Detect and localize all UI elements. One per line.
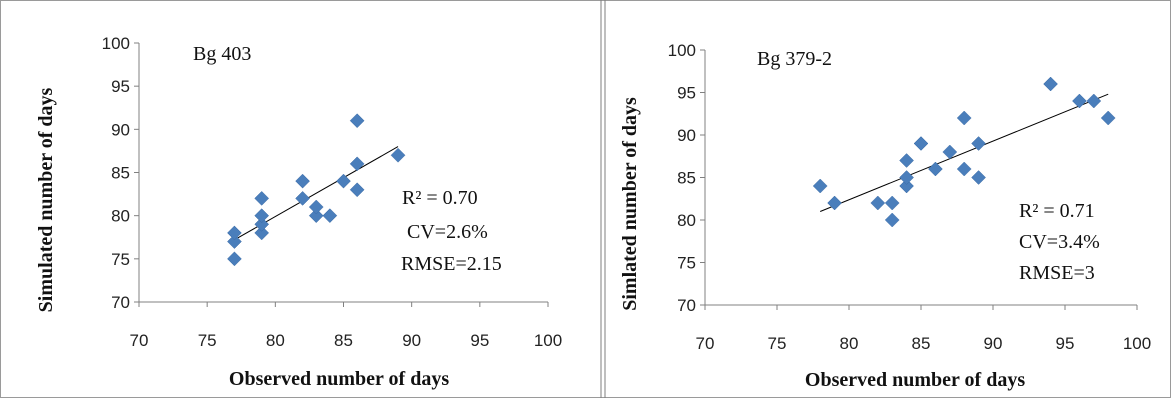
rmse-label: RMSE=3 bbox=[1019, 262, 1095, 284]
x-tick-label: 85 bbox=[912, 334, 931, 353]
data-point bbox=[971, 170, 986, 185]
x-tick-label: 95 bbox=[1056, 334, 1075, 353]
y-tick-label: 90 bbox=[111, 120, 130, 139]
data-point bbox=[295, 173, 310, 189]
data-point bbox=[870, 195, 886, 211]
data-point bbox=[827, 195, 842, 211]
data-point bbox=[349, 156, 365, 172]
stats-annotation: R² = 0.70 CV=2.6% RMSE=2.15 bbox=[401, 187, 502, 275]
data-point bbox=[1100, 110, 1116, 126]
y-tick-label: 95 bbox=[677, 84, 696, 103]
y-tick-label: 70 bbox=[677, 296, 696, 315]
data-point bbox=[254, 191, 270, 206]
data-point bbox=[227, 234, 242, 249]
data-point bbox=[336, 173, 351, 189]
y-tick-label: 80 bbox=[677, 211, 696, 230]
data-point bbox=[390, 147, 406, 163]
cv-label: CV=2.6% bbox=[407, 221, 488, 243]
data-point bbox=[1043, 76, 1058, 92]
x-tick-label: 70 bbox=[130, 331, 149, 350]
y-tick-label: 75 bbox=[677, 254, 696, 273]
data-point bbox=[956, 161, 972, 177]
y-tick-label: 95 bbox=[111, 77, 130, 96]
trend-line bbox=[820, 93, 1109, 212]
chart-title: Bg 379-2 bbox=[757, 48, 832, 70]
data-point bbox=[884, 195, 900, 211]
data-point bbox=[956, 110, 972, 126]
data-point bbox=[295, 191, 310, 206]
x-axis-title: Observed number of days bbox=[805, 369, 1025, 391]
data-point bbox=[227, 251, 242, 267]
data-point bbox=[349, 113, 365, 129]
y-tick-label: 100 bbox=[668, 41, 696, 60]
y-axis-title: Simulated number of days bbox=[35, 87, 57, 312]
r-squared-label: R² = 0.71 bbox=[1019, 200, 1095, 222]
stats-annotation: R² = 0.71 CV=3.4% RMSE=3 bbox=[1019, 200, 1100, 284]
y-tick-label: 80 bbox=[111, 207, 130, 226]
y-axis-title: Simlated number of days bbox=[619, 97, 641, 311]
x-tick-label: 100 bbox=[1123, 334, 1151, 353]
data-point bbox=[227, 225, 242, 241]
x-tick-label: 85 bbox=[334, 331, 353, 350]
data-point bbox=[254, 216, 270, 232]
data-point bbox=[322, 208, 338, 224]
x-tick-label: 75 bbox=[768, 334, 787, 353]
x-tick-label: 75 bbox=[198, 331, 217, 350]
data-point bbox=[308, 208, 324, 224]
x-tick-label: 90 bbox=[402, 331, 421, 350]
data-point bbox=[349, 182, 365, 198]
rmse-label: RMSE=2.15 bbox=[401, 253, 502, 275]
data-point bbox=[942, 144, 958, 160]
data-point bbox=[254, 208, 270, 224]
chart-title: Bg 403 bbox=[193, 43, 251, 65]
y-tick-label: 75 bbox=[111, 250, 130, 269]
y-tick-label: 85 bbox=[111, 164, 130, 183]
data-point bbox=[254, 225, 270, 241]
chart-bg-379-2: Bg 379-2 Observed number of days Simlate… bbox=[619, 41, 1151, 391]
data-point bbox=[899, 170, 914, 185]
data-point bbox=[971, 136, 986, 151]
y-tick-label: 70 bbox=[111, 293, 130, 312]
data-point bbox=[308, 199, 324, 215]
data-point bbox=[884, 212, 900, 228]
chart-bg-403: Bg 403 Observed number of days Simulated… bbox=[35, 34, 562, 390]
x-tick-label: 100 bbox=[534, 331, 562, 350]
r-squared-label: R² = 0.70 bbox=[402, 187, 478, 209]
data-point bbox=[928, 161, 943, 177]
data-point bbox=[1072, 93, 1087, 109]
y-tick-label: 100 bbox=[102, 34, 130, 53]
x-tick-label: 80 bbox=[840, 334, 859, 353]
x-axis-title: Observed number of days bbox=[229, 368, 449, 390]
x-tick-label: 80 bbox=[266, 331, 285, 350]
data-point bbox=[899, 178, 914, 194]
data-point bbox=[913, 136, 929, 151]
y-tick-label: 85 bbox=[677, 169, 696, 188]
data-point bbox=[899, 153, 914, 168]
x-tick-label: 90 bbox=[984, 334, 1003, 353]
y-tick-label: 90 bbox=[677, 126, 696, 145]
x-tick-label: 70 bbox=[696, 334, 715, 353]
data-point bbox=[812, 178, 828, 194]
cv-label: CV=3.4% bbox=[1019, 231, 1100, 253]
data-point bbox=[1086, 93, 1102, 109]
x-tick-label: 95 bbox=[470, 331, 489, 350]
